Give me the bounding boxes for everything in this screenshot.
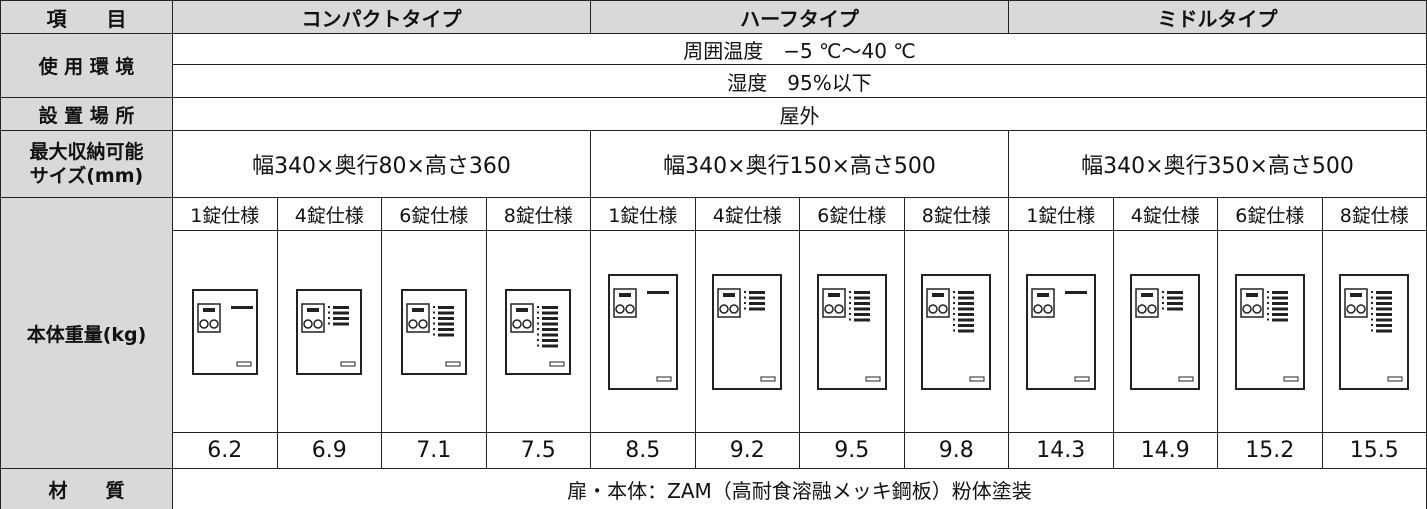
label-line: サイズ(mm) — [29, 165, 144, 187]
icon-cell — [590, 230, 696, 433]
icon-cell — [485, 230, 591, 433]
locker-icon — [607, 273, 678, 390]
row-label: 本体重量(kg) — [0, 197, 173, 469]
weight-value: 14.9 — [1112, 432, 1218, 469]
locker-icon — [191, 288, 258, 375]
locker-icon — [1339, 273, 1410, 390]
spec-cell: 6錠仕様 — [799, 197, 905, 231]
icon-cell — [381, 230, 487, 433]
weight-value: 6.9 — [276, 432, 382, 469]
icon-cell — [1321, 230, 1427, 433]
locker-icon — [712, 273, 783, 390]
spec-cell: 8錠仕様 — [903, 197, 1009, 231]
locker-icon — [1234, 273, 1305, 390]
spec-cell: 6錠仕様 — [381, 197, 487, 231]
cell: 周囲温度 −5 ℃〜40 ℃ — [172, 33, 1427, 65]
cell: 幅340×奥行150×高さ500 — [590, 130, 1009, 198]
icon-cell — [799, 230, 905, 433]
spec-cell: 1錠仕様 — [172, 197, 278, 231]
locker-icon — [400, 288, 467, 375]
weight-value: 15.2 — [1217, 432, 1323, 469]
spec-cell: 8錠仕様 — [485, 197, 591, 231]
header-cell: コンパクトタイプ — [172, 0, 591, 34]
header-cell: ハーフタイプ — [590, 0, 1009, 34]
label-line: 最大収納可能 — [29, 141, 144, 163]
spec-cell: 4錠仕様 — [1112, 197, 1218, 231]
header-cell: 項 目 — [0, 0, 173, 34]
weight-value: 8.5 — [590, 432, 696, 469]
icon-cell — [694, 230, 800, 433]
cell: 幅340×奥行350×高さ500 — [1008, 130, 1427, 198]
weight-value: 15.5 — [1321, 432, 1427, 469]
header-cell: ミドルタイプ — [1008, 0, 1427, 34]
spec-cell: 1錠仕様 — [1008, 197, 1114, 231]
cell: 湿度 95%以下 — [172, 64, 1427, 98]
weight-value: 9.2 — [694, 432, 800, 469]
cell: 屋外 — [172, 97, 1427, 131]
icon-cell — [276, 230, 382, 433]
row-label: 材 質 — [0, 468, 173, 509]
weight-value: 14.3 — [1008, 432, 1114, 469]
spec-cell: 8錠仕様 — [1321, 197, 1427, 231]
spec-cell: 4錠仕様 — [694, 197, 800, 231]
weight-value: 9.5 — [799, 432, 905, 469]
icon-cell — [1217, 230, 1323, 433]
weight-value: 7.1 — [381, 432, 487, 469]
locker-icon — [921, 273, 992, 390]
row-label: 設 置 場 所 — [0, 97, 173, 131]
weight-value: 6.2 — [172, 432, 278, 469]
locker-icon — [1025, 273, 1096, 390]
locker-icon — [1130, 273, 1201, 390]
locker-icon — [816, 273, 887, 390]
row-label: 使 用 環 境 — [0, 33, 173, 98]
locker-icon — [296, 288, 363, 375]
icon-cell — [1112, 230, 1218, 433]
locker-icon — [505, 288, 572, 375]
icon-cell — [903, 230, 1009, 433]
cell: 扉・本体：ZAM（高耐食溶融メッキ鋼板）粉体塗装 — [172, 468, 1427, 509]
icon-cell — [1008, 230, 1114, 433]
cell: 幅340×奥行80×高さ360 — [172, 130, 591, 198]
spec-cell: 1錠仕様 — [590, 197, 696, 231]
weight-value: 7.5 — [485, 432, 591, 469]
row-label: 最大収納可能 サイズ(mm) — [0, 130, 173, 198]
weight-value: 9.8 — [903, 432, 1009, 469]
spec-cell: 6錠仕様 — [1217, 197, 1323, 231]
spec-cell: 4錠仕様 — [276, 197, 382, 231]
icon-cell — [172, 230, 278, 433]
